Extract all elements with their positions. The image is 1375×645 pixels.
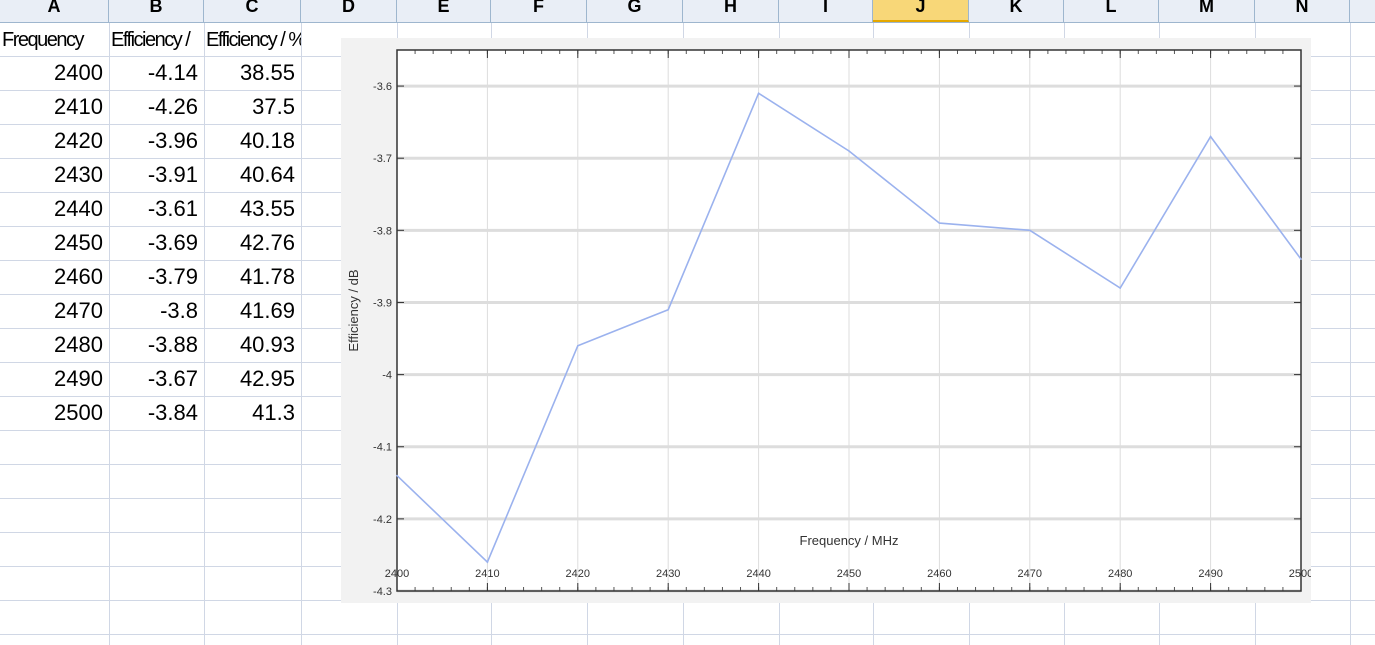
column-header-h[interactable]: H xyxy=(683,0,779,22)
efficiency-pct-cell[interactable]: 40.64 xyxy=(239,162,295,187)
y-tick-label: -4 xyxy=(382,370,392,382)
data-point xyxy=(1300,258,1302,260)
y-tick-label: -3.6 xyxy=(373,81,392,93)
x-tick-label: 2460 xyxy=(927,568,951,580)
frequency-cell[interactable]: 2410 xyxy=(54,94,103,119)
efficiency-db-cell[interactable]: -3.8 xyxy=(160,298,198,323)
x-tick-label: 2490 xyxy=(1198,568,1222,580)
data-point xyxy=(1119,287,1121,289)
efficiency-db-cell[interactable]: -3.84 xyxy=(147,400,198,425)
grid-vline xyxy=(204,23,205,645)
data-point xyxy=(1029,229,1031,232)
column-header-n[interactable]: N xyxy=(1255,0,1350,22)
frequency-cell[interactable]: 2430 xyxy=(54,162,103,187)
frequency-cell[interactable]: 2400 xyxy=(54,60,103,85)
efficiency-chart[interactable]: 2400 2410 2420 2430 2440 2450 2460 2470 2480 2490… xyxy=(341,38,1311,603)
x-tick-label: 2500 xyxy=(1289,568,1311,580)
column-header-k[interactable]: K xyxy=(969,0,1064,22)
efficiency-pct-cell[interactable]: 41.3 xyxy=(252,400,295,425)
grid-vline xyxy=(109,23,110,645)
y-tick-label: -3.8 xyxy=(373,225,392,237)
x-tick-label: 2410 xyxy=(475,568,499,580)
column-header-d[interactable]: D xyxy=(301,0,397,22)
header-cell[interactable]: Efficiency / xyxy=(111,29,191,51)
efficiency-pct-cell[interactable]: 38.55 xyxy=(239,60,295,85)
column-header-f[interactable]: F xyxy=(491,0,587,22)
column-header-l[interactable]: L xyxy=(1064,0,1159,22)
efficiency-db-cell[interactable]: -3.88 xyxy=(147,332,198,357)
header-cell[interactable]: Efficiency / % xyxy=(206,29,301,51)
grid-hline xyxy=(0,634,1375,635)
data-point xyxy=(757,92,760,95)
column-header-m[interactable]: M xyxy=(1159,0,1255,22)
column-header-e[interactable]: E xyxy=(397,0,491,22)
x-tick-label: 2480 xyxy=(1108,568,1132,580)
efficiency-pct-cell[interactable]: 43.55 xyxy=(239,196,295,221)
efficiency-db-cell[interactable]: -3.96 xyxy=(147,128,198,153)
data-point xyxy=(1209,135,1212,138)
frequency-cell[interactable]: 2500 xyxy=(54,400,103,425)
x-tick-label: 2430 xyxy=(656,568,680,580)
data-point xyxy=(577,344,579,347)
y-axis-title: Efficiency / dB xyxy=(346,269,361,351)
y-tick-label: -4.3 xyxy=(373,586,392,598)
efficiency-pct-cell[interactable]: 41.69 xyxy=(239,298,295,323)
plot-frame xyxy=(396,49,1302,592)
efficiency-db-cell[interactable]: -3.67 xyxy=(147,366,198,391)
column-header-a[interactable]: A xyxy=(0,0,109,22)
frequency-cell[interactable]: 2460 xyxy=(54,264,103,289)
column-header-c[interactable]: C xyxy=(204,0,301,22)
data-point xyxy=(667,308,669,311)
efficiency-db-cell[interactable]: -3.61 xyxy=(147,196,198,221)
data-point xyxy=(848,150,850,152)
efficiency-pct-cell[interactable]: 42.95 xyxy=(239,366,295,391)
efficiency-pct-cell[interactable]: 40.93 xyxy=(239,332,295,357)
data-point xyxy=(396,474,398,477)
frequency-cell[interactable]: 2440 xyxy=(54,196,103,221)
column-header-b[interactable]: B xyxy=(109,0,204,22)
x-tick-label: 2420 xyxy=(566,568,590,580)
y-tick-label: -4.2 xyxy=(373,514,392,526)
data-point xyxy=(486,561,489,563)
header-cell[interactable]: Frequency xyxy=(2,29,85,51)
efficiency-db-cell[interactable]: -3.69 xyxy=(147,230,198,255)
frequency-cell[interactable]: 2490 xyxy=(54,366,103,391)
efficiency-db-cell[interactable]: -3.79 xyxy=(147,264,198,289)
chart-svg: 2400 2410 2420 2430 2440 2450 2460 2470 2480 2490… xyxy=(346,49,1311,598)
frequency-cell[interactable]: 2480 xyxy=(54,332,103,357)
frequency-cell[interactable]: 2470 xyxy=(54,298,103,323)
y-tick-label: -4.1 xyxy=(373,442,392,454)
efficiency-pct-cell[interactable]: 42.76 xyxy=(239,230,295,255)
x-tick-label: 2470 xyxy=(1018,568,1042,580)
data-point xyxy=(938,222,941,224)
y-tick-label: -3.7 xyxy=(373,153,392,165)
efficiency-db-cell[interactable]: -4.26 xyxy=(147,94,198,119)
column-header-g[interactable]: G xyxy=(587,0,683,22)
y-tick-label: -3.9 xyxy=(373,297,392,309)
x-tick-label: 2400 xyxy=(385,568,409,580)
grid-vline xyxy=(301,23,302,645)
frequency-cell[interactable]: 2420 xyxy=(54,128,103,153)
efficiency-pct-cell[interactable]: 40.18 xyxy=(239,128,295,153)
x-axis-title: Frequency / MHz xyxy=(800,533,899,548)
column-header-i[interactable]: I xyxy=(779,0,873,22)
frequency-cell[interactable]: 2450 xyxy=(54,230,103,255)
x-tick-label: 2450 xyxy=(837,568,861,580)
efficiency-db-cell[interactable]: -3.91 xyxy=(147,162,198,187)
efficiency-db-cell[interactable]: -4.14 xyxy=(147,60,198,85)
column-header-j[interactable]: J xyxy=(873,0,969,22)
efficiency-pct-cell[interactable]: 41.78 xyxy=(239,264,295,289)
grid-vline xyxy=(1350,23,1351,645)
x-tick-label: 2440 xyxy=(746,568,770,580)
efficiency-pct-cell[interactable]: 37.5 xyxy=(252,94,295,119)
